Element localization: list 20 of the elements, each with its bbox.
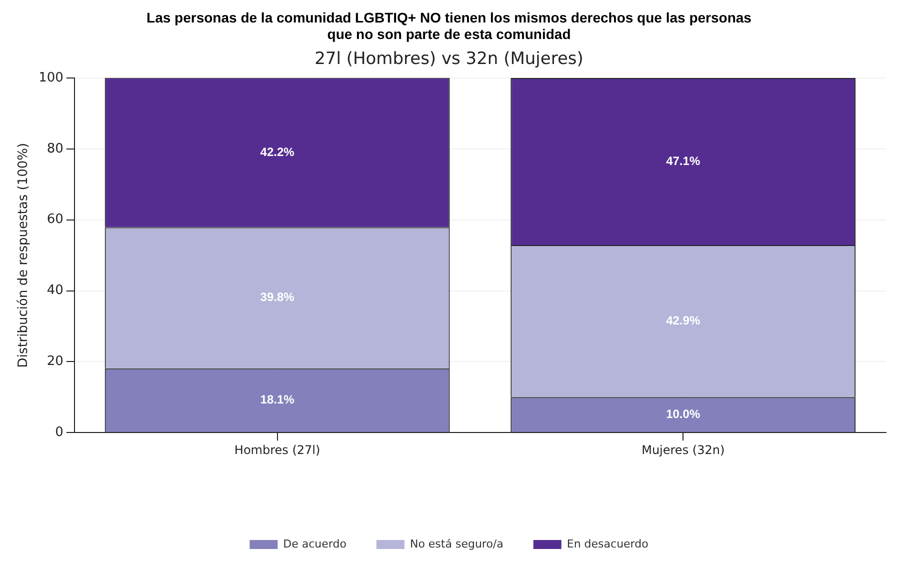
data-label: 47.1% xyxy=(666,154,700,168)
data-label: 42.9% xyxy=(666,313,700,328)
y-tick-label: 60 xyxy=(46,212,64,228)
y-tick-label: 40 xyxy=(46,283,64,298)
chart-subtitle: 27l (Hombres) vs 32n (Mujeres) xyxy=(314,49,584,70)
data-label: 42.2% xyxy=(260,144,295,159)
y-tick-label: 0 xyxy=(55,424,64,440)
data-label: 18.1% xyxy=(260,392,295,407)
data-label: 10.0% xyxy=(666,406,700,421)
legend-label: En desacuerdo xyxy=(566,537,649,550)
chart-title: Las personas de la comunidad LGBTIQ+ NO tienen los mismos derechos que las personas que no son parte de esta comunidad xyxy=(146,9,752,42)
legend-label: No está seguro/a xyxy=(410,537,504,550)
legend-label: De acuerdo xyxy=(283,537,347,550)
x-tick-label: Mujeres (32n) xyxy=(642,442,725,457)
y-axis-title: Distribución de respuestas (100%) xyxy=(16,142,32,368)
y-tick-label: 80 xyxy=(46,141,64,156)
y-tick-label: 20 xyxy=(46,354,64,370)
y-tick-label: 100 xyxy=(38,70,64,86)
x-tick-label: Hombres (27l) xyxy=(234,442,320,457)
data-label: 39.8% xyxy=(260,290,295,304)
